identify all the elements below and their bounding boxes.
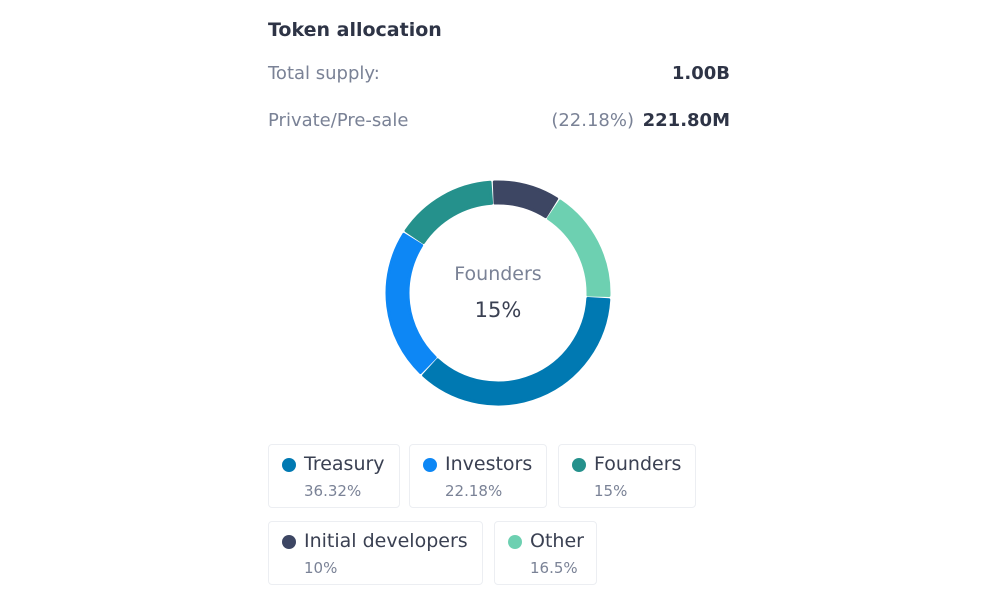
legend-name: Other (530, 530, 584, 552)
donut-chart (385, 180, 611, 406)
legend-name: Founders (594, 453, 682, 475)
legend-value: 36.32% (304, 482, 362, 500)
total-supply-row: Total supply: 1.00B (268, 63, 730, 84)
presale-row: Private/Pre-sale (22.18%) 221.80M (268, 110, 730, 131)
total-supply-value: 1.00B (671, 63, 730, 84)
token-allocation-card: Token allocation Total supply: 1.00B Pri… (268, 0, 730, 600)
donut-slice-other[interactable] (546, 199, 611, 298)
legend-item[interactable]: Founders 15% (558, 444, 696, 508)
legend-dot-icon (282, 458, 296, 472)
legend-item[interactable]: Treasury 36.32% (268, 444, 400, 508)
legend-name: Treasury (304, 453, 385, 475)
legend-dot-icon (508, 535, 522, 549)
legend-item[interactable]: Investors 22.18% (409, 444, 547, 508)
presale-percent: (22.18%) (551, 110, 634, 131)
donut-center-label: Founders (454, 263, 542, 285)
legend-item[interactable]: Other 16.5% (494, 521, 597, 585)
legend-name: Investors (445, 453, 533, 475)
legend-value: 10% (304, 559, 338, 577)
donut-slice-founders[interactable] (404, 180, 494, 245)
donut-slice-initial-developers[interactable] (492, 180, 559, 219)
legend-value: 15% (594, 482, 628, 500)
presale-value: 221.80M (642, 110, 730, 131)
legend-dot-icon (282, 535, 296, 549)
legend-dot-icon (423, 458, 437, 472)
legend-name: Initial developers (304, 530, 468, 552)
donut-slice-treasury[interactable] (422, 296, 611, 406)
donut-slice-investors[interactable] (385, 232, 437, 375)
total-supply-label: Total supply: (268, 63, 380, 84)
legend-value: 16.5% (530, 559, 578, 577)
legend-value: 22.18% (445, 482, 503, 500)
card-title: Token allocation (268, 19, 442, 41)
legend-item[interactable]: Initial developers 10% (268, 521, 483, 585)
donut-center-value: 15% (474, 298, 522, 322)
legend-dot-icon (572, 458, 586, 472)
presale-label: Private/Pre-sale (268, 110, 409, 131)
